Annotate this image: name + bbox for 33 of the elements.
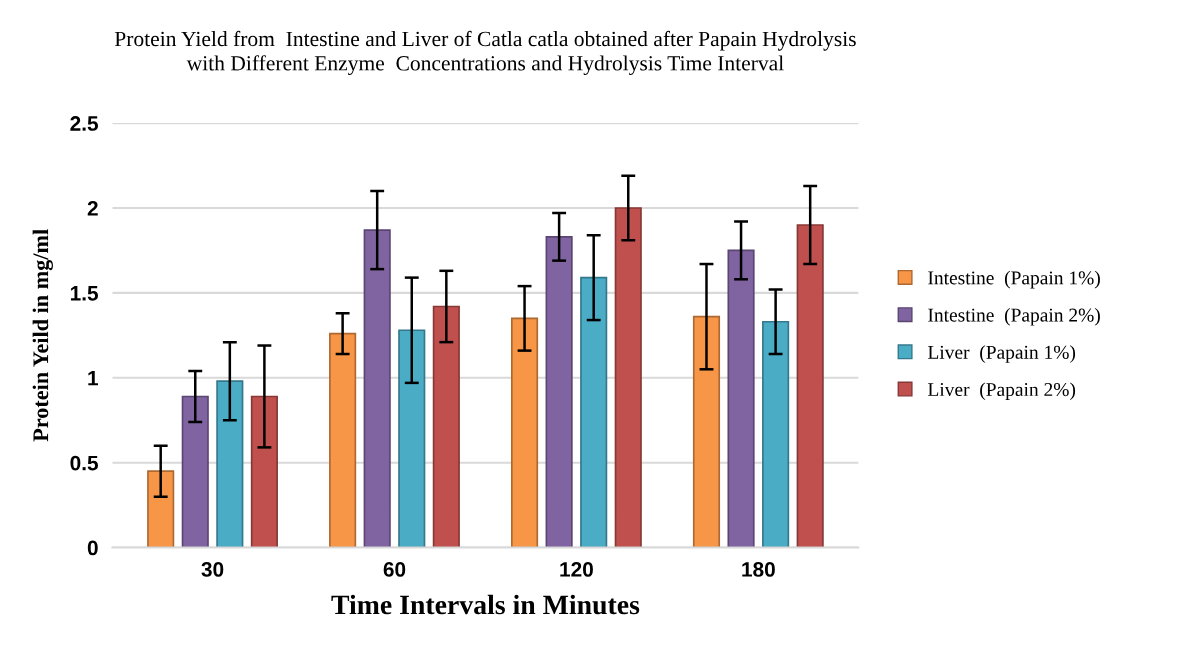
bar bbox=[510, 317, 539, 548]
bar bbox=[432, 305, 460, 548]
bar bbox=[796, 224, 824, 548]
bar bbox=[329, 332, 357, 548]
legend-label: Intestine (Papain 1%) bbox=[928, 270, 1100, 289]
y-tick-label: 2 bbox=[87, 201, 98, 216]
legend-label: Liver (Papain 2%) bbox=[928, 382, 1076, 401]
x-tick-label: 30 bbox=[201, 562, 224, 577]
x-tick-label: 180 bbox=[742, 562, 775, 577]
bar bbox=[363, 229, 391, 548]
x-tick-label: 120 bbox=[560, 562, 593, 577]
y-tick-label: 1.5 bbox=[70, 286, 99, 301]
y-axis-title: Protein Yeild in mg/ml bbox=[32, 229, 53, 442]
x-axis-title: Time Intervals in Minutes bbox=[331, 594, 640, 615]
bar bbox=[216, 380, 244, 548]
bar bbox=[398, 329, 426, 548]
y-tick-label: 0 bbox=[87, 540, 98, 556]
chart-title: Protein Yield from Intestine and Liver of Catla catla obtained after Papain Hydrolysis with Different Enzyme Concentrations and Hydrolysis Time Interval bbox=[114, 30, 856, 75]
y-tick-label: 1 bbox=[88, 371, 99, 386]
legend-label: Liver (Papain 1%) bbox=[928, 345, 1076, 363]
bar bbox=[147, 470, 175, 548]
bar bbox=[580, 276, 608, 548]
y-tick-label: 2.5 bbox=[70, 116, 99, 131]
legend-label: Intestine (Papain 2%) bbox=[928, 307, 1100, 326]
bar bbox=[614, 207, 642, 548]
bar bbox=[250, 395, 278, 548]
bar bbox=[727, 249, 755, 548]
x-tick-label: 60 bbox=[383, 562, 406, 577]
bar bbox=[181, 395, 209, 548]
bar bbox=[545, 236, 573, 548]
bar bbox=[692, 315, 721, 548]
y-tick-label: 0.5 bbox=[70, 455, 99, 471]
bar bbox=[762, 320, 790, 548]
